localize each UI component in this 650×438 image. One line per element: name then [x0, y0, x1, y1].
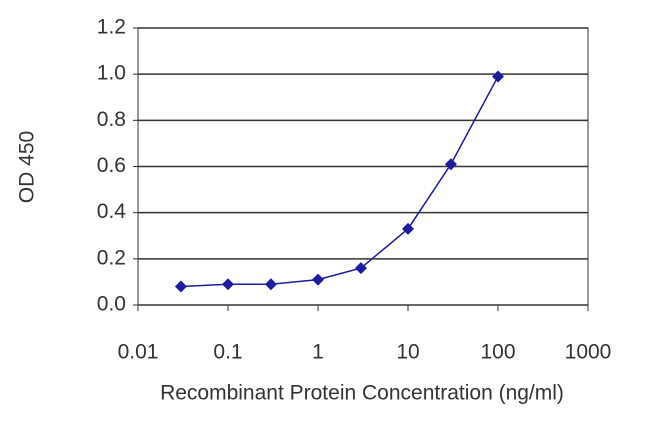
- y-tick-label: 0.6: [97, 154, 126, 177]
- y-tick-label: 0.4: [97, 200, 127, 223]
- data-marker: [444, 158, 457, 171]
- x-tick-label: 1000: [565, 341, 612, 364]
- data-marker: [312, 273, 324, 286]
- x-tick-label: 10: [396, 341, 419, 364]
- y-axis-label: OD 450: [16, 131, 39, 203]
- data-marker: [222, 278, 234, 291]
- data-marker: [264, 278, 277, 291]
- data-line: [180, 76, 499, 288]
- x-tick-label: 100: [480, 341, 515, 364]
- data-marker: [492, 70, 504, 83]
- y-tick-label: 1.0: [97, 62, 126, 85]
- data-marker: [174, 280, 187, 293]
- y-tick-label: 0.8: [97, 108, 126, 131]
- y-tick-label: 0.2: [97, 246, 126, 269]
- y-tick-label: 0.0: [97, 293, 126, 316]
- x-tick-label: 0.01: [118, 341, 159, 364]
- y-tick-label: 1.2: [97, 16, 126, 39]
- x-axis-label: Recombinant Protein Concentration (ng/ml…: [160, 382, 564, 405]
- x-tick-label: 1: [312, 341, 324, 364]
- data-marker: [354, 262, 367, 275]
- x-tick-label: 0.1: [213, 341, 242, 364]
- data-marker: [402, 222, 414, 235]
